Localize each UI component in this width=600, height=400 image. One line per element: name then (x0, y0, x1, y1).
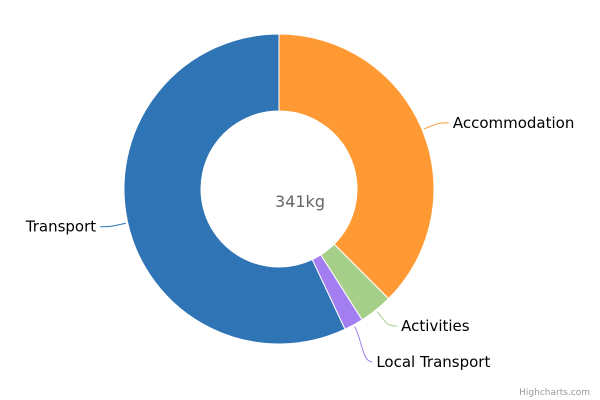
connector-activities (376, 311, 398, 327)
connector-transport (100, 222, 126, 228)
label-local-transport: Local Transport (376, 353, 490, 371)
connector-accommodation (423, 122, 449, 130)
slice-labels: Accommodation Activities Local Transport Tr… (25, 114, 575, 371)
credits-link[interactable]: Highcharts.com (519, 388, 590, 398)
label-activities: Activities (401, 317, 470, 335)
slice-accommodation[interactable] (278, 33, 435, 300)
slice-transport[interactable] (123, 33, 346, 345)
center-total-label: 341kg (275, 192, 325, 211)
label-connectors (100, 122, 449, 363)
connector-local-transport (354, 326, 373, 363)
label-accommodation: Accommodation (453, 114, 575, 132)
donut-slices (123, 33, 435, 345)
label-transport: Transport (25, 218, 97, 236)
